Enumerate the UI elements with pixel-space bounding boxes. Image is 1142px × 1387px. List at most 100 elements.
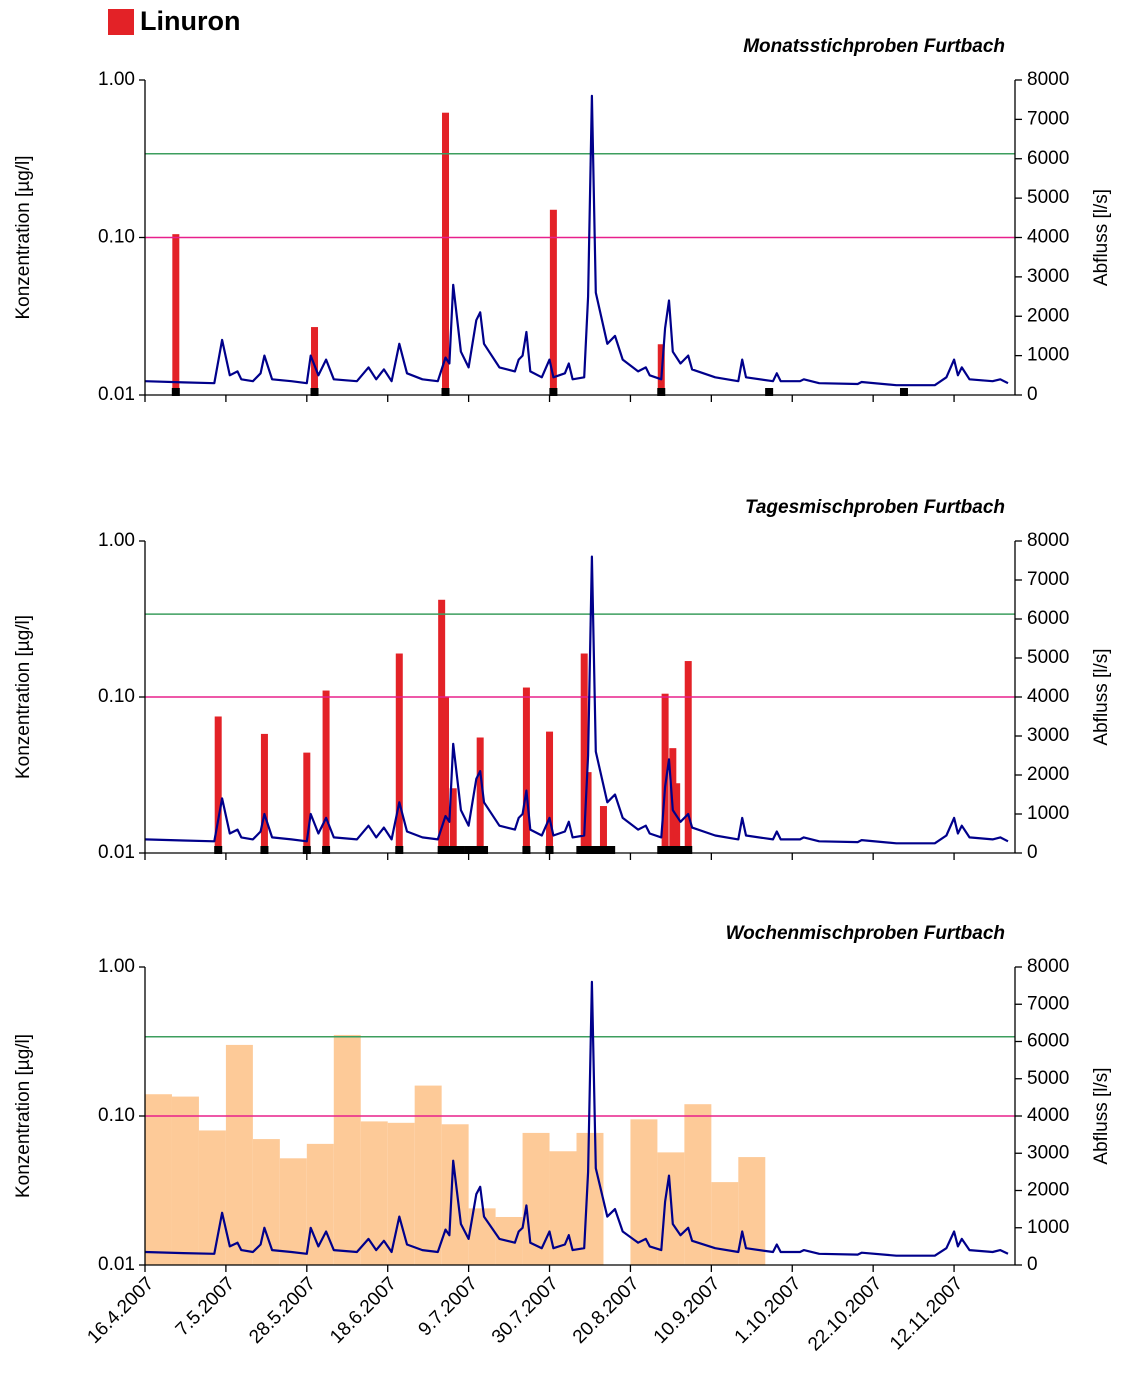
legend-swatch (108, 9, 134, 35)
sample-marker (607, 846, 616, 854)
bar (584, 772, 592, 853)
y-axis-title: Konzentration [µg/l] (13, 1034, 34, 1198)
weekly-bar (738, 1157, 766, 1265)
sample-marker (441, 388, 450, 396)
sample-marker (545, 846, 554, 854)
y-tick-label: 0.01 (98, 384, 135, 405)
sample-marker (260, 846, 269, 854)
y2-tick-label: 6000 (1027, 1031, 1069, 1052)
y2-tick-label: 2000 (1027, 305, 1069, 326)
y2-axis-title: Abfluss [l/s] (1091, 1067, 1112, 1164)
chart-title: Monatsstichproben Furtbach (743, 36, 1005, 57)
weekly-bar (171, 1096, 199, 1265)
discharge-line (144, 555, 1009, 845)
x-tick-label: 7.5.2007 (172, 1273, 239, 1340)
y2-tick-label: 1000 (1027, 1217, 1069, 1238)
y-tick-label: 1.00 (98, 956, 135, 977)
x-tick-label: 12.11.2007 (886, 1273, 967, 1354)
y2-tick-label: 3000 (1027, 725, 1069, 746)
sample-marker (765, 388, 774, 396)
bar (260, 733, 268, 853)
sample-marker (684, 846, 693, 854)
y2-tick-label: 6000 (1027, 148, 1069, 169)
sample-marker (302, 846, 311, 854)
sample-marker (395, 846, 404, 854)
bar (303, 752, 311, 853)
y-tick-label: 1.00 (98, 530, 135, 551)
sample-marker (310, 388, 319, 396)
y-axis-title: Konzentration [µg/l] (13, 155, 34, 319)
y-tick-label: 0.01 (98, 1254, 135, 1275)
y2-tick-label: 0 (1027, 1254, 1038, 1275)
x-tick-label: 28.5.2007 (245, 1273, 320, 1348)
y2-tick-label: 5000 (1027, 1068, 1069, 1089)
weekly-bar (333, 1034, 361, 1265)
sample-marker (676, 846, 685, 854)
sample-marker (657, 388, 666, 396)
x-tick-label: 9.7.2007 (415, 1273, 482, 1340)
y2-tick-label: 3000 (1027, 266, 1069, 287)
weekly-bar (145, 1094, 172, 1265)
bar (442, 697, 450, 853)
bar (661, 693, 669, 853)
y2-tick-label: 4000 (1027, 1105, 1069, 1126)
y2-tick-label: 1000 (1027, 803, 1069, 824)
x-tick-label: 20.8.2007 (569, 1273, 644, 1348)
y2-axis-title: Abfluss [l/s] (1091, 189, 1112, 286)
y2-tick-label: 8000 (1027, 530, 1069, 551)
legend-label: Linuron (140, 6, 240, 36)
weekly-bar (387, 1122, 415, 1265)
sample-marker (480, 846, 489, 854)
sample-marker (456, 846, 465, 854)
bar (322, 690, 330, 853)
weekly-bar (414, 1085, 442, 1265)
x-tick-label: 30.7.2007 (488, 1273, 563, 1348)
y-axis-title: Konzentration [µg/l] (13, 615, 34, 779)
sample-marker (214, 846, 223, 854)
y2-tick-label: 7000 (1027, 569, 1069, 590)
bar (684, 661, 692, 853)
x-tick-label: 10.9.2007 (650, 1273, 725, 1348)
sample-marker (549, 388, 558, 396)
sample-marker (522, 846, 531, 854)
chart-title: Wochenmischproben Furtbach (726, 923, 1005, 944)
y-tick-label: 0.10 (98, 1105, 135, 1126)
bar (522, 687, 530, 853)
bar (476, 737, 484, 853)
bar (599, 806, 607, 853)
weekly-bar (306, 1143, 334, 1265)
sample-marker (171, 388, 180, 396)
x-tick-label: 22.10.2007 (804, 1273, 886, 1355)
weekly-bar (630, 1119, 658, 1265)
chart-title: Tagesmischproben Furtbach (745, 497, 1005, 518)
y2-tick-label: 4000 (1027, 686, 1069, 707)
bar (546, 731, 554, 853)
y2-tick-label: 4000 (1027, 227, 1069, 248)
y2-tick-label: 6000 (1027, 608, 1069, 629)
bar (549, 209, 557, 395)
y2-tick-label: 0 (1027, 842, 1038, 863)
y2-tick-label: 2000 (1027, 764, 1069, 785)
y2-tick-label: 5000 (1027, 647, 1069, 668)
y2-tick-label: 3000 (1027, 1142, 1069, 1163)
x-tick-label: 16.4.2007 (83, 1273, 158, 1348)
bar (442, 112, 450, 396)
y2-tick-label: 8000 (1027, 69, 1069, 90)
y2-tick-label: 7000 (1027, 108, 1069, 129)
x-tick-label: 1.10.2007 (731, 1273, 806, 1348)
bar (311, 327, 319, 395)
x-tick-label: 18.6.2007 (326, 1273, 401, 1348)
discharge-line (144, 94, 1009, 387)
y2-tick-label: 8000 (1027, 956, 1069, 977)
weekly-bar (198, 1130, 226, 1265)
bar (214, 716, 222, 853)
weekly-bar (711, 1182, 739, 1265)
weekly-bar (252, 1139, 280, 1265)
bar (438, 599, 446, 853)
y2-tick-label: 1000 (1027, 345, 1069, 366)
y-tick-label: 0.10 (98, 686, 135, 707)
discharge-line (144, 980, 1009, 1257)
bar (395, 653, 403, 853)
y2-tick-label: 2000 (1027, 1180, 1069, 1201)
